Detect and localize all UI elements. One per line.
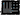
Text: 912°C: 912°C [2, 9, 20, 15]
Text: $\gamma$: $\gamma$ [2, 0, 14, 15]
Text: $\delta$: $\delta$ [3, 0, 15, 7]
Text: $\alpha + Fe_3C$: $\alpha + Fe_3C$ [7, 0, 20, 15]
Text: 0.76: 0.76 [3, 11, 20, 15]
Text: Cementite $(Fe_3C)$: Cementite $(Fe_3C)$ [13, 4, 20, 15]
Text: $\gamma$, Austenite: $\gamma$, Austenite [3, 0, 20, 13]
Text: (Fe): (Fe) [0, 14, 16, 15]
Text: $\gamma + L$: $\gamma + L$ [4, 0, 20, 10]
Text: 1538°C: 1538°C [2, 0, 20, 2]
Text: 727°C: 727°C [12, 0, 20, 10]
Text: 1394°C: 1394°C [2, 4, 20, 15]
Text: $\alpha$: $\alpha$ [2, 0, 14, 12]
Text: 2.14: 2.14 [6, 6, 20, 15]
Text: 0.022: 0.022 [2, 11, 20, 15]
Text: 1147°C: 1147°C [5, 0, 20, 6]
Text: 4.30: 4.30 [11, 6, 20, 15]
Text: $\gamma + Fe_3C$: $\gamma + Fe_3C$ [9, 0, 20, 14]
Text: $\alpha$, Ferrite: $\alpha$, Ferrite [2, 0, 20, 15]
Text: 1493°C: 1493°C [3, 0, 20, 2]
Text: $L$: $L$ [9, 0, 20, 9]
Text: +: + [2, 0, 14, 12]
